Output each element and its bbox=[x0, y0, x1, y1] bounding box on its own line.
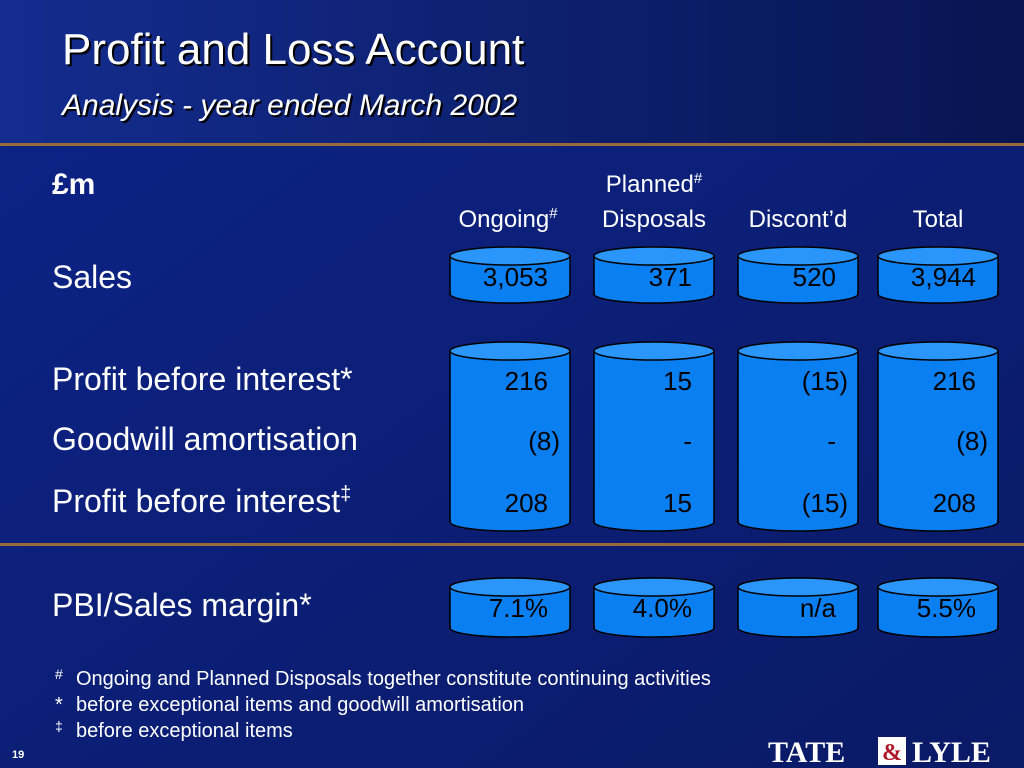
column-header-text: Ongoing bbox=[458, 206, 549, 233]
logo: TATE & LYLE bbox=[768, 736, 991, 768]
cell-value: 5.5% bbox=[917, 593, 976, 623]
cell-value: 208 bbox=[505, 488, 548, 518]
column-header-text: Planned bbox=[606, 171, 694, 198]
cell-value: (15) bbox=[802, 488, 848, 518]
divider bbox=[0, 543, 1024, 546]
row-label-sup: ‡ bbox=[340, 483, 351, 505]
cylinder-top bbox=[449, 341, 571, 361]
cell-value: (8) bbox=[528, 426, 560, 456]
cylinder-top bbox=[593, 341, 715, 361]
title: Profit and Loss Account bbox=[62, 25, 524, 74]
column-header-sup: # bbox=[549, 205, 558, 222]
cell-value: 208 bbox=[933, 488, 976, 518]
row-label-text: Profit before interest* bbox=[52, 361, 353, 397]
logo-text: TATE bbox=[768, 736, 845, 768]
subtitle: Analysis - year ended March 2002 bbox=[60, 89, 518, 122]
column-header: Planned# bbox=[606, 170, 703, 198]
cell-value: 15 bbox=[663, 488, 692, 518]
column-header-sup: # bbox=[694, 170, 703, 187]
cell-value: 520 bbox=[793, 262, 836, 292]
footnote-mark: * bbox=[55, 694, 63, 716]
header-band bbox=[0, 0, 1024, 145]
cylinder-top bbox=[737, 577, 859, 597]
cylinder-top bbox=[877, 246, 999, 266]
cylinder-top bbox=[877, 341, 999, 361]
cell-value: 4.0% bbox=[633, 593, 692, 623]
divider bbox=[0, 143, 1024, 146]
cell-value: 3,944 bbox=[911, 262, 976, 292]
cylinder-top bbox=[877, 577, 999, 597]
column-header: Total bbox=[913, 206, 964, 233]
row-label-text: Sales bbox=[52, 259, 132, 295]
column-header: Disposals bbox=[602, 206, 706, 233]
column-header: Discont’d bbox=[749, 206, 848, 233]
cell-value: (15) bbox=[802, 366, 848, 396]
cell-value: 371 bbox=[649, 262, 692, 292]
cell-value: 15 bbox=[663, 366, 692, 396]
cell-value: n/a bbox=[800, 593, 837, 623]
logo-amp: & bbox=[882, 740, 902, 766]
cylinder-fill bbox=[451, 351, 569, 522]
footnote-text: before exceptional items bbox=[76, 720, 293, 742]
cylinder-fill bbox=[595, 351, 713, 522]
footnote-text: before exceptional items and goodwill am… bbox=[76, 694, 524, 716]
footnote-text: Ongoing and Planned Disposals together c… bbox=[76, 668, 711, 690]
cell-value: (8) bbox=[956, 426, 988, 456]
footnote-mark: ‡ bbox=[55, 718, 63, 734]
cylinder-top bbox=[737, 246, 859, 266]
footnote-mark: # bbox=[55, 666, 63, 682]
row-label: PBI/Sales margin* bbox=[52, 587, 312, 623]
cell-value: 216 bbox=[933, 366, 976, 396]
cylinder-top bbox=[593, 577, 715, 597]
cell-value: 3,053 bbox=[483, 262, 548, 292]
cell-value: - bbox=[827, 426, 836, 456]
cylinder-top bbox=[737, 341, 859, 361]
logo-box bbox=[878, 737, 906, 765]
row-label-text: PBI/Sales margin* bbox=[52, 587, 312, 623]
cylinder-top bbox=[449, 246, 571, 266]
cylinder-fill bbox=[879, 351, 997, 522]
cylinder-top bbox=[449, 577, 571, 597]
row-label-text: Profit before interest bbox=[52, 483, 340, 519]
cell-value: 7.1% bbox=[489, 593, 548, 623]
row-label: Goodwill amortisation bbox=[52, 421, 358, 457]
column-header: Ongoing# bbox=[458, 205, 558, 233]
cell-value: - bbox=[683, 426, 692, 456]
unit: £m bbox=[52, 168, 95, 201]
cylinder-fill bbox=[739, 351, 857, 522]
row-label: Profit before interest‡ bbox=[52, 483, 351, 519]
row-label-text: Goodwill amortisation bbox=[52, 421, 358, 457]
logo-text: LYLE bbox=[912, 736, 991, 768]
page-number: 19 bbox=[12, 749, 24, 761]
row-label: Profit before interest* bbox=[52, 361, 353, 397]
cylinder-top bbox=[593, 246, 715, 266]
cell-value: 216 bbox=[505, 366, 548, 396]
column-header-text: Total bbox=[913, 206, 964, 233]
column-header-text: Discont’d bbox=[749, 206, 848, 233]
row-label: Sales bbox=[52, 259, 132, 295]
